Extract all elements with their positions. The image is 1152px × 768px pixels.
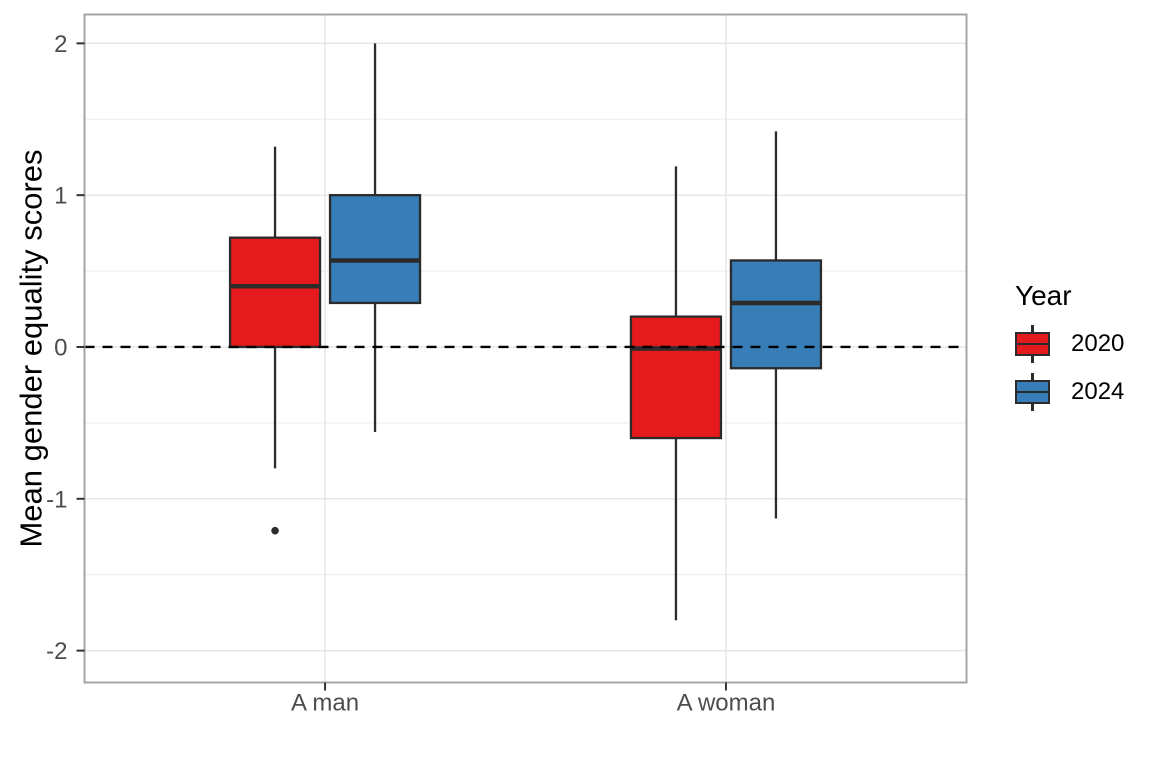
legend-entry-2020: 2020: [1015, 320, 1124, 368]
box-2020-a-man: [228, 236, 322, 349]
legend-title: Year: [1015, 280, 1072, 311]
x-tick-label: A man: [291, 690, 359, 717]
legend-key-boxplot-icon: [1015, 373, 1050, 411]
legend-key-boxplot-icon: [1015, 325, 1050, 363]
y-tick-label: 1: [54, 183, 67, 210]
box-2020-a-woman: [629, 315, 723, 440]
legend-entry-2024: 2024: [1015, 368, 1124, 416]
legend-key-box: [1015, 380, 1050, 404]
outlier-point: [271, 526, 279, 535]
x-tick-label: A woman: [677, 690, 776, 717]
y-tick-label: 0: [54, 334, 67, 361]
legend-entry-label: 2020: [1071, 330, 1125, 357]
legend-key-median-line: [1017, 390, 1048, 394]
y-tick-label: -2: [46, 638, 67, 665]
legend-entries: 2020 2024: [1015, 320, 1124, 416]
legend-entry-label: 2024: [1071, 378, 1125, 405]
legend-key-median-line: [1017, 342, 1048, 346]
box-2024-a-woman: [729, 259, 823, 370]
y-tick-label: -1: [46, 486, 67, 513]
y-tick-label: 2: [54, 31, 67, 58]
panel-border: [83, 13, 968, 684]
legend-key-box: [1015, 332, 1050, 356]
box-2024-a-man: [328, 194, 422, 305]
legend: Year 2020 2024: [1015, 281, 1124, 416]
